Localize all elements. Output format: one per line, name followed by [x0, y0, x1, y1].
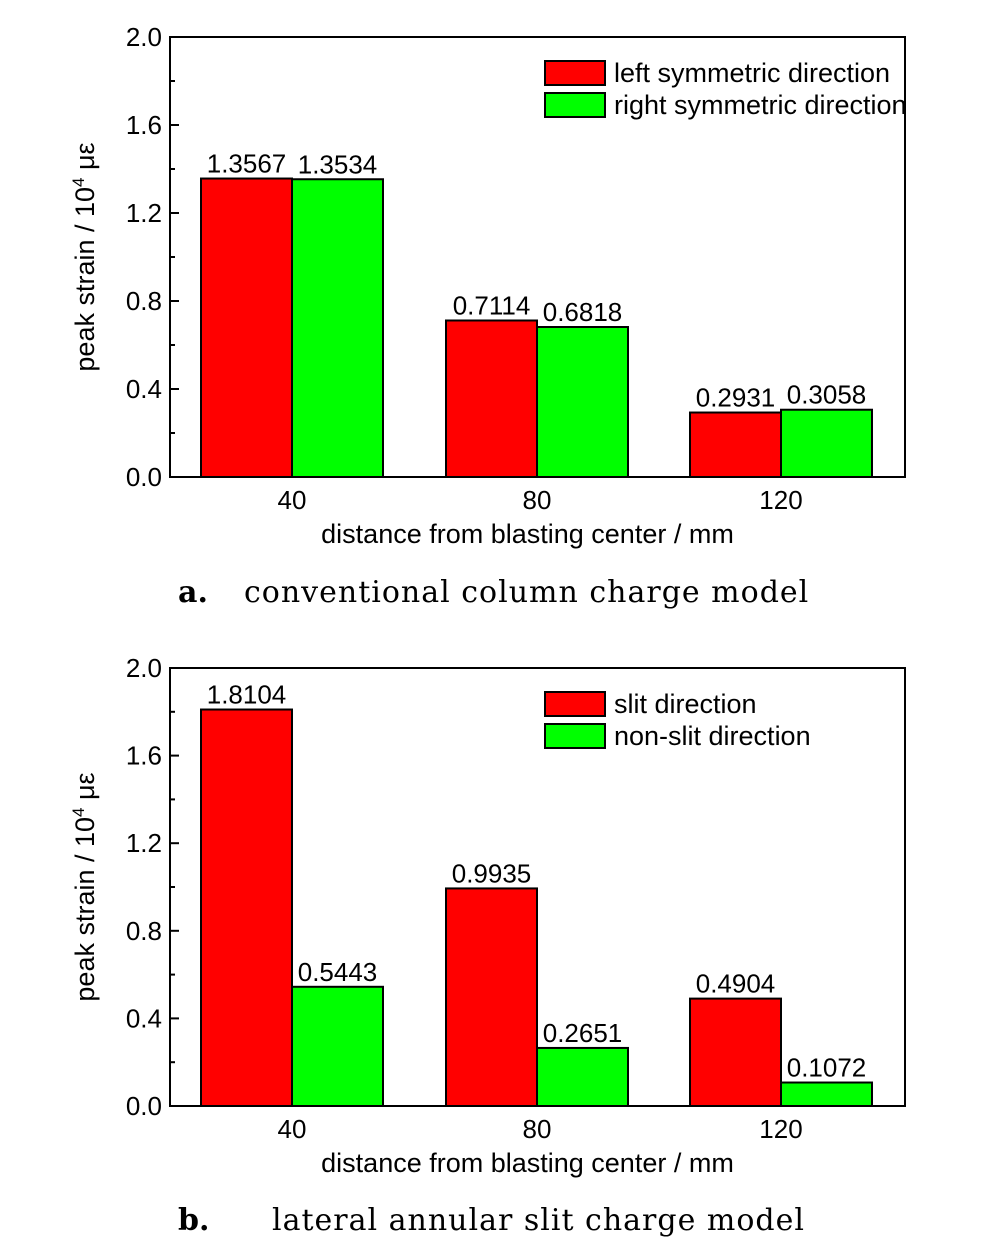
x-axis-label: distance from blasting center / mm: [321, 1148, 734, 1178]
bar-series2-120: [780, 408, 873, 478]
value-label: 0.3058: [787, 380, 867, 410]
bar-series1-40: [200, 708, 293, 1107]
y-tick-label: 1.2: [126, 198, 162, 228]
y-tick-label: 0.4: [126, 1003, 162, 1033]
caption-text: lateral annular slit charge model: [272, 1203, 805, 1238]
value-label: 0.2651: [543, 1018, 623, 1048]
caption-text: conventional column charge model: [244, 575, 809, 610]
x-tick-label: 120: [759, 485, 802, 515]
y-tick-label: 2.0: [126, 653, 162, 683]
legend-swatch: [544, 60, 606, 86]
legend-label: left symmetric direction: [614, 58, 890, 88]
value-label: 0.1072: [787, 1053, 867, 1083]
value-label: 0.9935: [452, 858, 532, 888]
bar-series1-80: [445, 319, 538, 478]
chart-a: 1.3567 0.7114 0.2931 1.3534 0.6818 0.3058 0.0 0…: [69, 22, 907, 610]
bar-series1-40: [200, 177, 293, 478]
bar-series1-120: [689, 411, 782, 479]
legend-swatch: [544, 723, 606, 749]
bar-series2-120: [780, 1081, 873, 1107]
x-tick-label: 120: [759, 1114, 802, 1144]
value-label: 1.3534: [298, 149, 378, 179]
bar-series2-80: [536, 1046, 629, 1108]
x-tick-label: 40: [278, 1114, 307, 1144]
value-label: 1.3567: [207, 149, 287, 179]
x-tick-label: 80: [523, 1114, 552, 1144]
bar-series1-80: [445, 887, 538, 1108]
y-axis-label-unit: με: [70, 772, 100, 807]
value-label: 0.6818: [543, 297, 623, 327]
x-tick-label: 40: [278, 485, 307, 515]
y-tick-label: 1.6: [126, 741, 162, 771]
caption-letter: b.: [178, 1203, 209, 1238]
x-axis-label: distance from blasting center / mm: [321, 519, 734, 549]
y-axis-label: peak strain / 104 με: [69, 142, 100, 371]
value-label: 1.8104: [207, 680, 287, 710]
legend-swatch: [544, 92, 606, 118]
y-tick-label: 1.6: [126, 110, 162, 140]
y-tick-label: 0.8: [126, 916, 162, 946]
value-label: 0.2931: [696, 383, 776, 413]
y-axis-label-main: peak strain / 10: [70, 187, 100, 372]
value-label: 0.5443: [298, 957, 378, 987]
value-label: 0.7114: [453, 290, 531, 320]
y-axis-label-main: peak strain / 10: [70, 817, 100, 1002]
x-tick-label: 80: [523, 485, 552, 515]
y-tick-label: 0.0: [126, 1091, 162, 1121]
chart-b: 1.8104 0.9935 0.4904 0.5443 0.2651 0.1072 0.0 0…: [69, 653, 906, 1238]
value-label: 0.4904: [696, 969, 776, 999]
y-axis-label-superscript: 4: [69, 178, 88, 187]
legend-label: right symmetric direction: [614, 90, 907, 120]
y-tick-label: 0.8: [126, 286, 162, 316]
bar-series2-80: [536, 326, 629, 478]
y-tick-label: 0.4: [126, 374, 162, 404]
y-axis-label: peak strain / 104 με: [69, 772, 100, 1001]
bar-series2-40: [291, 985, 384, 1107]
caption-letter: a.: [178, 575, 208, 610]
y-tick-label: 0.0: [126, 462, 162, 492]
y-tick-label: 2.0: [126, 22, 162, 52]
y-axis-label-unit: με: [70, 142, 100, 177]
legend-label: slit direction: [614, 689, 757, 719]
y-axis-label-superscript: 4: [69, 808, 88, 817]
bar-series1-120: [689, 997, 782, 1108]
legend-swatch: [544, 691, 606, 717]
y-tick-label: 1.2: [126, 828, 162, 858]
legend-label: non-slit direction: [614, 721, 811, 751]
bar-series2-40: [291, 178, 384, 478]
